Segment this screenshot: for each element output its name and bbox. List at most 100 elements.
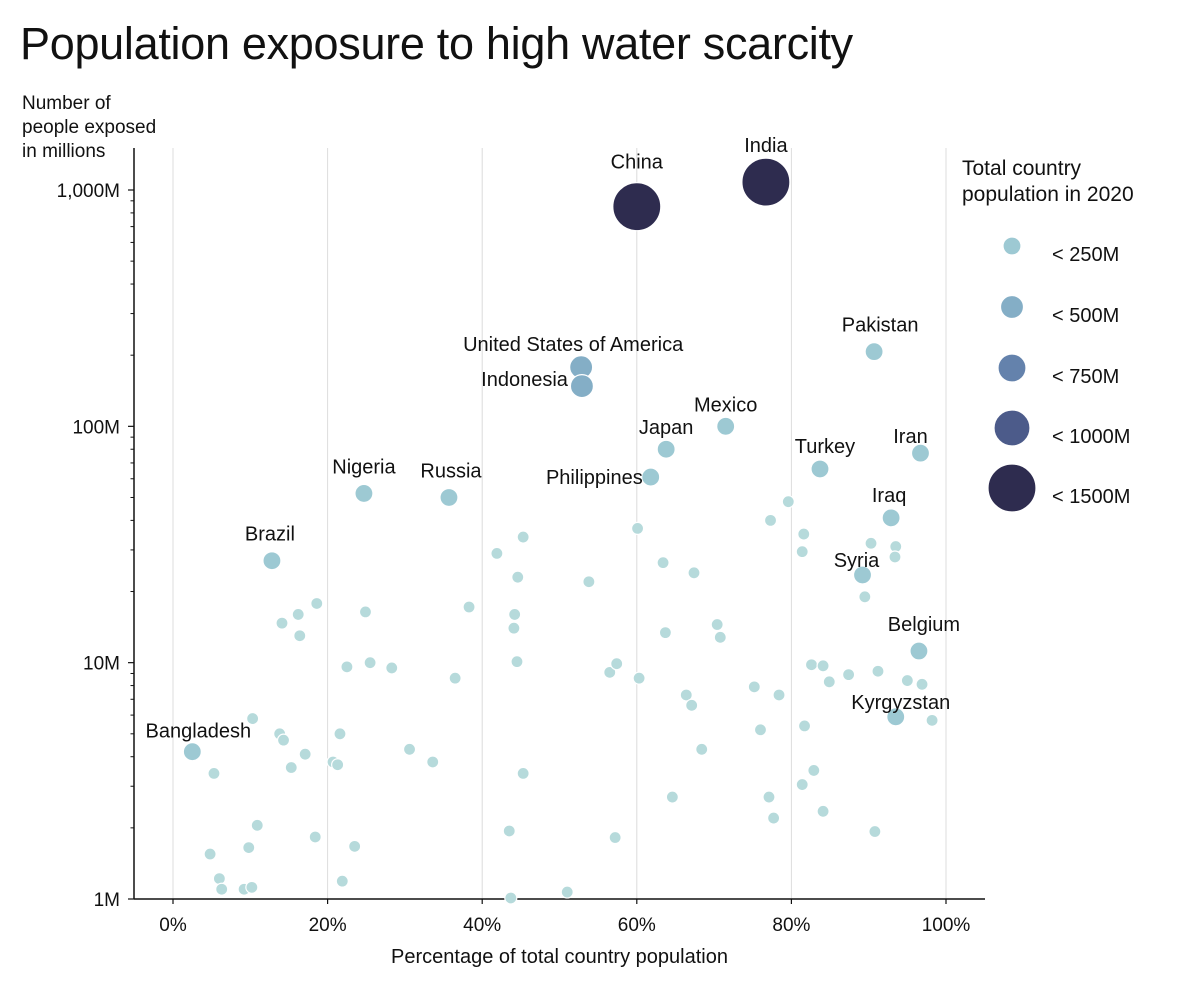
point-label: Turkey: [795, 436, 855, 458]
y-axis-title-line: people exposed: [22, 117, 157, 138]
data-point: [816, 804, 830, 818]
data-point: [656, 439, 676, 459]
x-tick-label: 80%: [772, 915, 810, 936]
point-label: Iran: [893, 426, 927, 448]
size-legend: < 250M < 500M < 750M < 1000M < 1500M: [987, 236, 1130, 513]
data-point: [331, 758, 345, 772]
point-label: Russia: [420, 460, 482, 482]
y-tick-label: 10M: [83, 654, 120, 675]
legend-label: < 500M: [1052, 305, 1119, 327]
data-point: [797, 719, 812, 733]
data-point: [679, 688, 693, 702]
data-point: [284, 760, 298, 775]
data-point: [560, 885, 574, 899]
legend-label: < 750M: [1052, 366, 1119, 388]
point-label: Brazil: [245, 524, 295, 546]
data-point: [685, 698, 699, 712]
data-point: [504, 891, 518, 905]
data-point: [767, 811, 781, 825]
chart-title: Population exposure to high water scarci…: [20, 18, 853, 69]
x-tick-label: 60%: [618, 915, 656, 936]
data-point: [298, 747, 312, 761]
data-point: [842, 668, 856, 682]
data-point: [182, 742, 202, 762]
y-axis-title-line: Number of: [22, 93, 111, 114]
point-labels: China India United States of America Indone…: [145, 135, 960, 743]
legend-swatch: [999, 294, 1025, 320]
data-point: [852, 565, 873, 585]
data-point: [439, 487, 459, 508]
point-label: Nigeria: [332, 456, 396, 478]
axes: 0% 20% 40% 60% 80% 100% 1M 10M 100M 1,000M Percent…: [57, 148, 985, 968]
data-point: [632, 671, 646, 685]
data-point: [915, 677, 929, 691]
legend-title-line: population in 2020: [962, 183, 1134, 206]
x-tick-label: 20%: [309, 915, 347, 936]
data-point: [582, 575, 596, 589]
data-point: [741, 157, 791, 207]
y-axis-title-line: in millions: [22, 141, 106, 162]
point-label: Belgium: [888, 614, 960, 636]
data-point: [354, 483, 374, 504]
data-point: [212, 871, 226, 886]
data-point: [242, 841, 256, 855]
legend-swatch: [1002, 236, 1022, 256]
data-point: [291, 607, 305, 622]
point-label: Japan: [639, 417, 694, 439]
data-point: [569, 373, 595, 399]
data-point: [816, 659, 830, 673]
data-point: [262, 551, 282, 571]
data-point: [276, 733, 291, 747]
x-tick-label: 100%: [922, 915, 971, 936]
data-point: [658, 626, 673, 640]
legend-title-line: Total country: [962, 157, 1082, 180]
data-point: [385, 661, 399, 675]
legend-label: < 1500M: [1052, 486, 1130, 508]
legend-label: < 1000M: [1052, 426, 1130, 448]
data-point: [713, 630, 727, 644]
point-label: Kyrgyzstan: [851, 692, 950, 714]
legend-title: Total country population in 2020: [962, 156, 1134, 208]
data-point: [402, 742, 417, 756]
data-point: [772, 688, 786, 702]
data-point: [781, 495, 795, 509]
point-label: Indonesia: [481, 369, 569, 391]
data-point: [511, 570, 525, 584]
data-point: [656, 556, 670, 570]
data-point: [516, 530, 530, 544]
data-point: [340, 660, 354, 674]
data-point: [275, 616, 289, 630]
data-point: [462, 600, 476, 614]
data-point: [858, 590, 872, 604]
data-point: [910, 443, 931, 463]
point-label: Syria: [834, 550, 880, 572]
point-label: Iraq: [872, 485, 906, 507]
data-points: [182, 157, 939, 905]
data-point: [502, 824, 516, 838]
data-point: [630, 521, 645, 535]
data-point: [807, 763, 821, 778]
data-point: [335, 874, 349, 888]
data-point: [925, 713, 939, 727]
data-point: [687, 566, 701, 580]
data-point: [608, 830, 622, 845]
point-label: India: [744, 135, 788, 157]
point-label: Philippines: [546, 467, 643, 489]
legend-swatch: [997, 353, 1027, 383]
data-point: [810, 459, 830, 479]
data-point: [695, 742, 709, 756]
data-point: [747, 680, 761, 694]
data-point: [763, 513, 778, 527]
data-point: [795, 777, 809, 792]
data-point: [516, 766, 530, 780]
data-point: [203, 847, 217, 861]
data-point: [881, 508, 901, 528]
data-point: [864, 536, 878, 550]
data-point: [762, 790, 776, 804]
data-point: [426, 755, 440, 769]
data-point: [508, 607, 522, 622]
y-tick-label: 1,000M: [57, 181, 120, 202]
data-point: [795, 545, 809, 559]
y-tick-label: 100M: [72, 417, 120, 438]
